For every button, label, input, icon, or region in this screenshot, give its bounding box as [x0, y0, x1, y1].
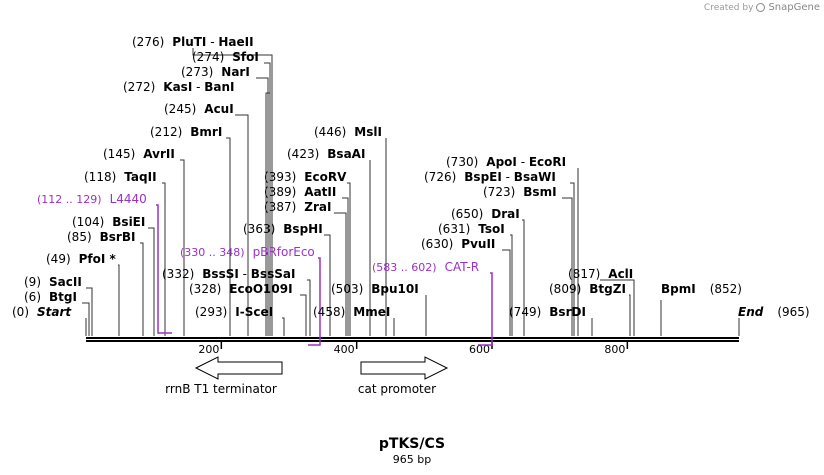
- site-msli[interactable]: (446) MslI: [314, 125, 382, 139]
- feature-cat-promoter: cat promoter: [358, 356, 449, 396]
- site-btgzi[interactable]: (809) BtgZI: [549, 282, 626, 296]
- ruler-tick-label: 600: [469, 343, 490, 356]
- site-bsphi[interactable]: (363) BspHI: [243, 222, 323, 236]
- leader-ecoo109i: [300, 294, 307, 336]
- site-aatii[interactable]: (389) AatII: [264, 185, 336, 199]
- site-zrai[interactable]: (387) ZraI: [264, 200, 331, 214]
- leader-zrai: [334, 212, 347, 336]
- site-drai[interactable]: (650) DraI: [451, 207, 520, 221]
- site-bsiei[interactable]: (104) BsiEI: [72, 215, 145, 229]
- site-i-scei[interactable]: (293) I-SceI: [195, 305, 273, 319]
- credit-prefix: Created by: [703, 2, 754, 13]
- ruler: 200 400 600 800: [198, 342, 629, 356]
- leader-avrii: [180, 159, 185, 336]
- feature-label-rrnb: rrnB T1 terminator: [165, 382, 277, 396]
- site-bmri[interactable]: (212) BmrI: [150, 125, 222, 139]
- primer-l4440[interactable]: (112 .. 129) L4440: [37, 192, 147, 206]
- primer-marks: [156, 204, 493, 346]
- site-taqii[interactable]: (118) TaqII: [84, 170, 157, 184]
- primer-mark-l4440: [156, 204, 172, 334]
- site-bpu10i[interactable]: (503) Bpu10I: [331, 282, 419, 296]
- site-acui[interactable]: (245) AcuI: [164, 102, 234, 116]
- leader-acui: [235, 114, 249, 336]
- leader-bspei: [570, 182, 575, 336]
- feature-label-cat-promoter: cat promoter: [358, 382, 436, 396]
- site-pvuii[interactable]: (630) PvuII: [421, 237, 495, 251]
- snapgene-logo-icon: [756, 3, 766, 12]
- site-start[interactable]: (0) Start: [12, 305, 72, 319]
- leader-drai: [522, 219, 525, 336]
- site-bsmi[interactable]: (723) BsmI: [483, 185, 557, 199]
- primer-pbrforeco[interactable]: (330 .. 348) pBRforEco: [180, 245, 315, 259]
- site-ecoo109i[interactable]: (328) EcoO109I: [189, 282, 293, 296]
- leader-bsssi: [307, 279, 311, 336]
- site-bsrbi[interactable]: (85) BsrBI: [67, 230, 135, 244]
- leader-btgi: [82, 302, 90, 336]
- leader-pvuii: [502, 249, 511, 336]
- site-end[interactable]: End (965): [738, 305, 810, 319]
- credit: Created by SnapGene: [704, 2, 820, 13]
- site-sacii[interactable]: (9) SacII: [24, 275, 82, 289]
- leader-bsrbi: [140, 242, 144, 336]
- ruler-tick-label: 800: [604, 343, 625, 356]
- leader-bsiei: [148, 227, 155, 336]
- leader-bsmi: [562, 197, 573, 336]
- primer-cat-r[interactable]: (583 .. 602) CAT-R: [372, 260, 479, 274]
- leader-bsphi: [324, 234, 331, 336]
- ruler-tick-label: 400: [334, 343, 355, 356]
- leader-pluti: [192, 48, 273, 336]
- leader-bmri: [226, 137, 231, 336]
- credit-brand: SnapGene: [768, 2, 820, 13]
- feature-arrow-left-icon: [194, 356, 283, 380]
- site-kasi[interactable]: (272) KasI - BanI: [123, 80, 235, 94]
- leader-aatii: [342, 197, 349, 336]
- site-ecorv[interactable]: (393) EcoRV: [264, 170, 347, 184]
- leader-nari: [256, 77, 269, 336]
- site-nari[interactable]: (273) NarI: [181, 65, 250, 79]
- site-sfoi[interactable]: (274) SfoI: [192, 50, 259, 64]
- leader-tsoi: [510, 234, 513, 336]
- site-tsoi[interactable]: (631) TsoI: [438, 222, 505, 236]
- ruler-tick-label: 200: [198, 343, 219, 356]
- feature-rrnb-t1-terminator: rrnB T1 terminator: [165, 356, 283, 396]
- leader-taqii: [162, 182, 166, 336]
- site-bspei[interactable]: (726) BspEI - BsaWI: [424, 170, 556, 184]
- site-acli[interactable]: (817) AclI: [568, 267, 633, 281]
- plasmid-name: pTKS/CS: [378, 436, 446, 452]
- site-bsssi[interactable]: (332) BssSI - BssSaI: [162, 267, 295, 281]
- site-btgi[interactable]: (6) BtgI: [24, 290, 77, 304]
- site-bpmi[interactable]: BpmI (852): [661, 282, 742, 296]
- site-bsaai[interactable]: (423) BsaAI: [287, 147, 365, 161]
- site-pluti[interactable]: (276) PluTI - HaeII: [132, 35, 254, 49]
- leader-ecorv: [347, 182, 351, 336]
- leader-sfoi: [264, 62, 271, 336]
- leader-acli: [600, 279, 635, 336]
- site-bsrdi[interactable]: (749) BsrDI: [509, 305, 586, 319]
- leader-btgzi: [629, 294, 631, 336]
- primer-mark-cat-r: [478, 272, 493, 346]
- dna-backbone: [86, 337, 739, 342]
- leader-sacii: [86, 287, 93, 336]
- primer-labels: (112 .. 129) L4440 (330 .. 348) pBRforEco …: [37, 192, 479, 274]
- site-leader-lines: [82, 48, 740, 336]
- site-avrii[interactable]: (145) AvrII: [103, 147, 175, 161]
- feature-arrow-right-icon: [360, 356, 449, 380]
- leader-i-scei: [282, 317, 285, 336]
- leader-kasi: [265, 92, 270, 336]
- leader-pfoi: [118, 264, 120, 336]
- site-apoi[interactable]: (730) ApoI - EcoRI: [446, 155, 566, 169]
- primer-mark-pbrforeco: [308, 257, 321, 346]
- site-labels: (276) PluTI - HaeII (274) SfoI (273) NarI (…: [12, 35, 810, 319]
- plasmid-length: 965 bp: [392, 453, 432, 466]
- site-pfoi[interactable]: (49) PfoI *: [46, 252, 117, 266]
- site-mmei[interactable]: (458) MmeI: [313, 305, 390, 319]
